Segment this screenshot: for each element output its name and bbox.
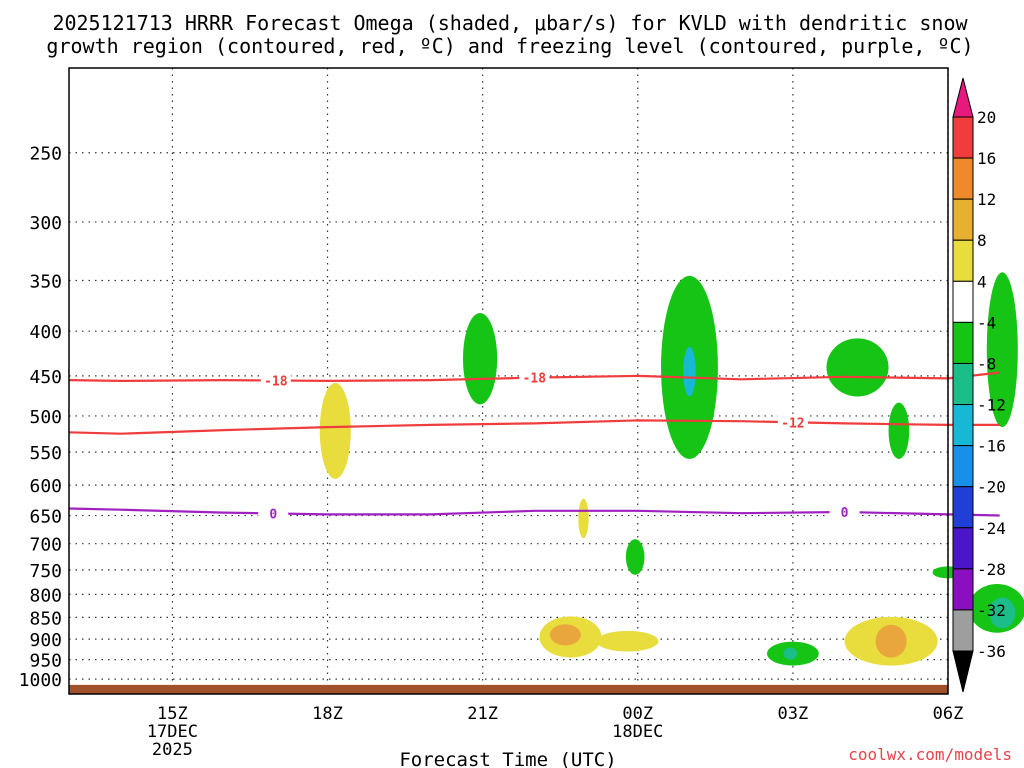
- y-tick-label: 550: [29, 443, 62, 464]
- colorbar-label: -4: [977, 313, 996, 332]
- contour-label-bg: [519, 369, 550, 386]
- y-tick-label: 900: [29, 630, 62, 651]
- colorbar-label: -12: [977, 396, 1006, 415]
- y-tick-label: 600: [29, 476, 62, 497]
- omega-area-05z: [888, 402, 910, 459]
- x-tick-label: 18Z: [312, 704, 343, 724]
- colorbar-segment: [952, 445, 974, 488]
- y-tick-label: 850: [29, 608, 62, 629]
- contour-label: -18: [523, 372, 547, 387]
- colorbar-segment: [952, 198, 974, 241]
- surface-terrain-strip: [69, 684, 948, 694]
- contour-line-1: [68, 419, 1000, 435]
- x-tick-label: 18DEC: [612, 722, 663, 742]
- contour-label: -12: [781, 416, 804, 431]
- colorbar-label: -32: [977, 601, 1006, 620]
- colorbar-label: -20: [977, 478, 1006, 497]
- x-axis-label: Forecast Time (UTC): [399, 749, 616, 768]
- colorbar-top-arrow: [952, 77, 974, 118]
- colorbar-label: 16: [977, 149, 996, 168]
- contour-label-bg: [777, 414, 808, 431]
- x-tick-label: 2025: [152, 740, 193, 760]
- y-tick-label: 500: [29, 407, 62, 428]
- contour-label: 0: [269, 507, 277, 522]
- omega-area-21z: [462, 312, 498, 405]
- chart-title-line-1: 2025121713 HRRR Forecast Omega (shaded, …: [52, 11, 968, 35]
- contour-label-bg: [260, 372, 291, 389]
- y-tick-label: 700: [29, 535, 62, 556]
- contour-line-2: [68, 507, 1000, 517]
- contour-label-bg: [258, 505, 289, 522]
- omega-area-18z-ascent: [319, 382, 351, 479]
- colorbar-bottom-arrow: [952, 650, 974, 693]
- x-tick-label: 15Z: [157, 704, 188, 724]
- omega-area-2330z: [625, 539, 645, 575]
- omega-area-03z-core: [783, 647, 798, 660]
- contour-label-bg: [829, 504, 860, 521]
- omega-area-right-edge-mid: [986, 272, 1018, 428]
- colorbar-segment: [952, 239, 974, 282]
- y-tick-label: 950: [29, 651, 62, 672]
- y-tick-label: 450: [29, 367, 62, 388]
- contour-label: 0: [841, 506, 849, 521]
- omega-area-lowlevel-22z-core: [549, 624, 581, 646]
- colorbar-label: -28: [977, 560, 1006, 579]
- omega-area-0430z-core: [875, 624, 907, 658]
- x-tick-label: 21Z: [467, 704, 498, 724]
- y-tick-label: 1000: [19, 670, 62, 691]
- omega-area-lowlevel-23z: [596, 630, 659, 652]
- colorbar-label: -16: [977, 437, 1006, 456]
- colorbar-segment: [952, 321, 974, 364]
- colorbar-label: -36: [977, 642, 1006, 661]
- colorbar-segment: [952, 568, 974, 611]
- colorbar-segment: [952, 116, 974, 159]
- omega-area-04z-midlevel: [826, 338, 889, 397]
- colorbar-label: 12: [977, 190, 996, 209]
- colorbar-label: 4: [977, 272, 987, 291]
- x-tick-label: 17DEC: [147, 722, 198, 742]
- chart-title-line-2: growth region (contoured, red, ºC) and f…: [46, 34, 973, 58]
- omega-area-01z-core: [683, 346, 696, 397]
- plot-frame: [68, 67, 949, 695]
- colorbar-segment: [952, 609, 974, 652]
- y-tick-label: 250: [29, 144, 62, 165]
- y-tick-label: 650: [29, 507, 62, 528]
- colorbar-label: -24: [977, 519, 1006, 538]
- omega-area-2230z: [578, 498, 589, 539]
- x-tick-label: 06Z: [933, 704, 964, 724]
- colorbar-segment: [952, 527, 974, 570]
- x-tick-label: 00Z: [622, 704, 653, 724]
- contour-label: -18: [264, 375, 288, 390]
- colorbar-label: 8: [977, 231, 987, 250]
- colorbar: 20 16 12 8 4 -4 -8 -12 -16 -20 -24 -28 -32 -36: [952, 77, 1006, 693]
- y-tick-label: 300: [29, 213, 62, 234]
- colorbar-segment: [952, 157, 974, 200]
- y-tick-label: 400: [29, 322, 62, 343]
- colorbar-segment: [952, 404, 974, 447]
- colorbar-label: -8: [977, 354, 996, 373]
- watermark: coolwx.com/models: [848, 745, 1012, 764]
- y-tick-label: 750: [29, 561, 62, 582]
- y-tick-label: 350: [29, 271, 62, 292]
- colorbar-label: 20: [977, 108, 996, 127]
- y-tick-label: 800: [29, 585, 62, 606]
- colorbar-segment: [952, 362, 974, 406]
- omega-area-right-edge-core: [989, 597, 1016, 629]
- colorbar-segment: [952, 486, 974, 529]
- colorbar-segment: [952, 280, 974, 323]
- x-tick-label: 03Z: [778, 704, 809, 724]
